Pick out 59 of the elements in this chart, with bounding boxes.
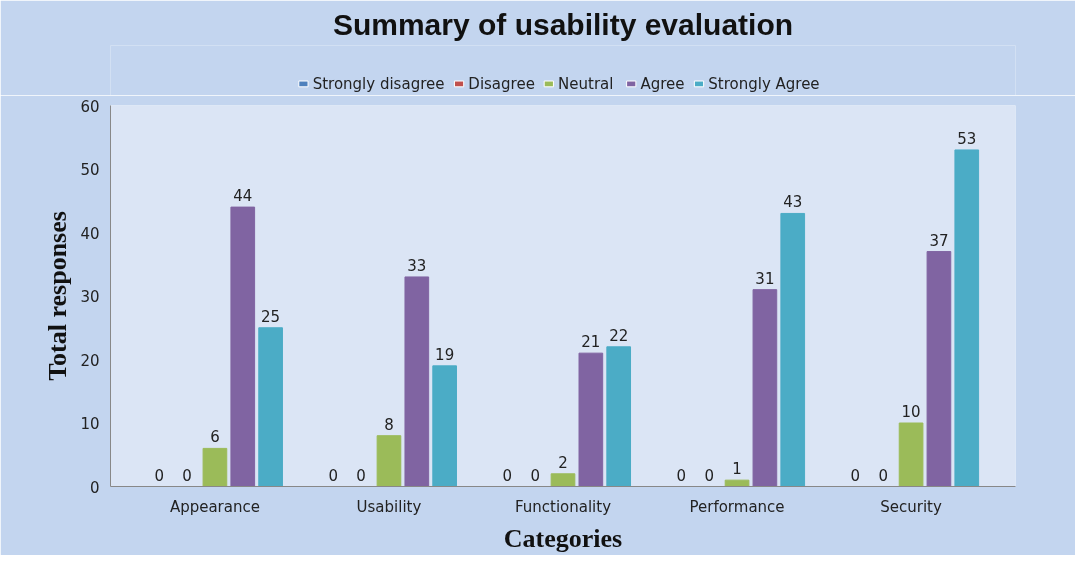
legend-label: Disagree (468, 74, 535, 93)
y-tick-label: 40 (80, 224, 100, 243)
data-label: 0 (182, 466, 192, 485)
legend-label: Agree (640, 74, 685, 93)
bar (780, 212, 806, 487)
legend-label: Strongly disagree (312, 74, 445, 93)
y-tick-label: 0 (89, 478, 100, 497)
data-label: 0 (704, 466, 714, 485)
data-label: 0 (502, 466, 513, 485)
chart-title: Summary of usability evaluation (332, 7, 794, 41)
bar (550, 473, 576, 487)
bar (230, 206, 256, 487)
data-label: 0 (328, 466, 339, 485)
data-label: 6 (210, 428, 220, 447)
data-label: 19 (435, 345, 455, 364)
bar (578, 352, 604, 487)
bar (926, 251, 952, 487)
data-label: 21 (581, 333, 601, 352)
data-label: 1 (732, 460, 742, 479)
data-label: 33 (407, 256, 427, 275)
data-label: 8 (384, 415, 394, 434)
x-tick-label: Usability (356, 497, 422, 516)
data-label: 31 (755, 269, 775, 288)
data-label: 2 (558, 453, 568, 472)
data-label: 43 (783, 193, 803, 212)
data-label: 0 (850, 466, 861, 485)
y-axis-title: Total responses (43, 211, 73, 381)
x-tick-label: Appearance (169, 497, 260, 516)
data-label: 0 (676, 466, 687, 485)
y-tick-label: 30 (80, 288, 100, 306)
x-tick-label: Functionality (514, 497, 612, 516)
bar (898, 422, 924, 487)
y-tick-label: 10 (80, 415, 100, 433)
bar (404, 276, 430, 487)
x-tick-label: Security (880, 497, 942, 516)
data-label: 25 (261, 307, 281, 326)
bar (954, 149, 980, 487)
data-label: 53 (957, 129, 977, 148)
legend-label: Strongly Agree (708, 74, 820, 93)
y-tick-label: 60 (80, 97, 100, 116)
bar (202, 447, 228, 487)
data-label: 0 (154, 466, 165, 485)
data-label: 37 (929, 231, 949, 250)
bar (752, 289, 778, 487)
x-tick-label: Performance (689, 497, 785, 516)
x-axis-title: Categories (503, 523, 623, 553)
bar (258, 327, 283, 487)
bar (606, 346, 632, 487)
legend-label: Neutral (558, 74, 614, 93)
data-label: 44 (233, 187, 253, 206)
bar (376, 435, 402, 487)
data-label: 10 (901, 403, 921, 421)
data-label: 0 (530, 466, 540, 485)
data-label: 0 (878, 466, 889, 485)
data-label: 22 (609, 326, 629, 345)
data-label: 0 (356, 466, 366, 485)
bar (432, 365, 457, 487)
y-tick-label: 50 (80, 161, 100, 179)
y-tick-label: 20 (80, 351, 100, 370)
